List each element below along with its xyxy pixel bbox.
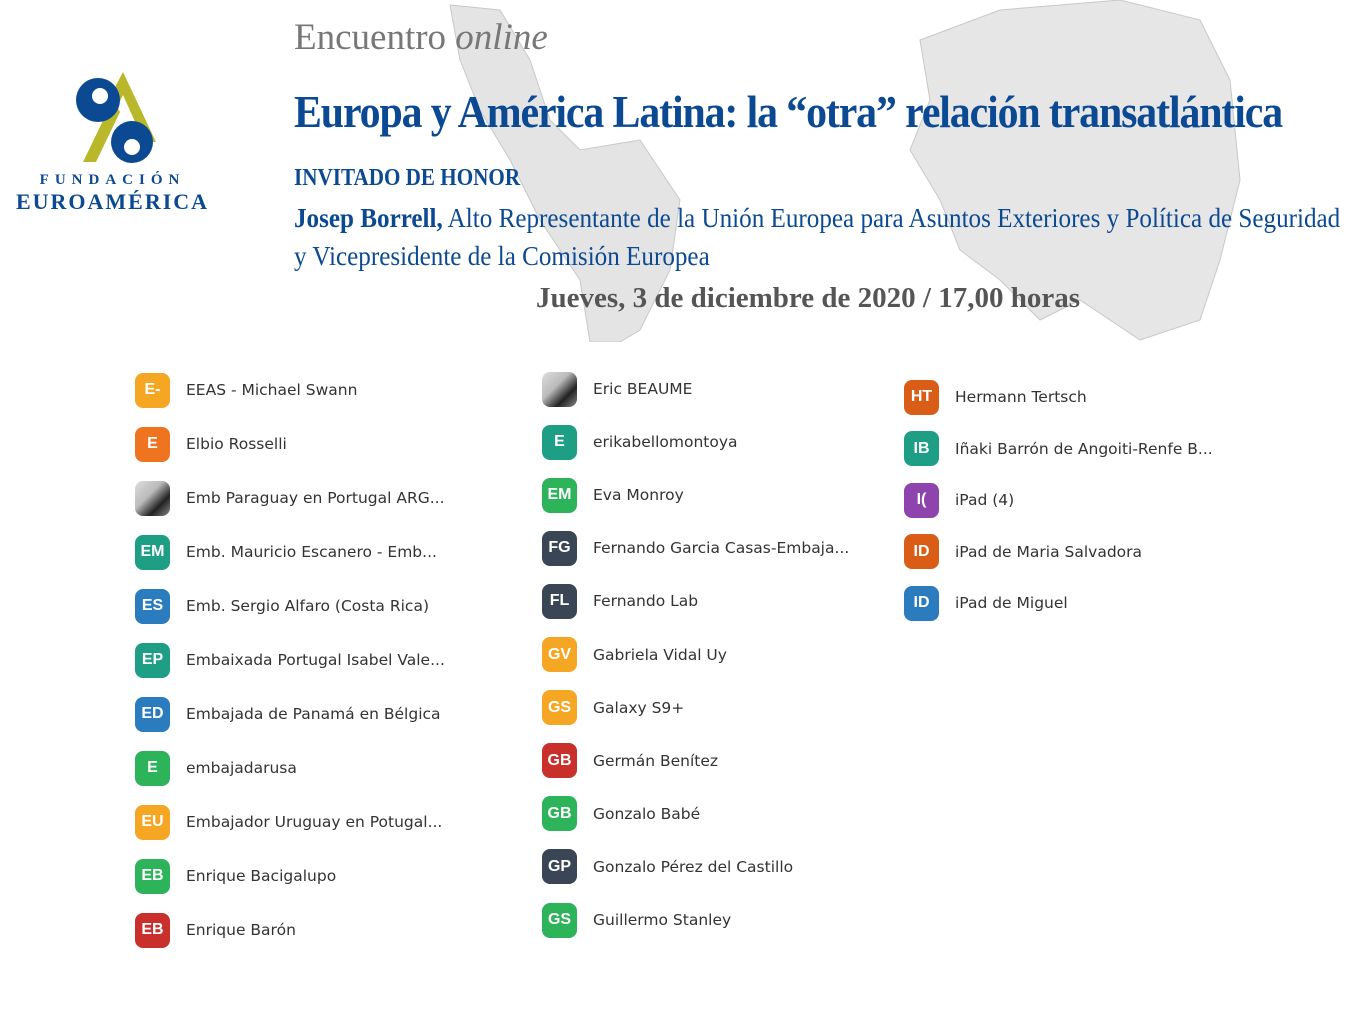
participant-row[interactable]: EP Embaixada Portugal Isabel Vale...: [135, 642, 445, 678]
participant-row[interactable]: ED Embajada de Panamá en Bélgica: [135, 696, 441, 732]
participant-avatar: E: [135, 750, 170, 786]
participant-name: Fernando Lab: [593, 592, 699, 611]
participant-row[interactable]: GS Guillermo Stanley: [542, 902, 731, 938]
participant-row[interactable]: EB Enrique Barón: [135, 912, 296, 948]
participant-avatar: EU: [135, 804, 170, 840]
participant-row[interactable]: FG Fernando Garcia Casas-Embaja...: [542, 530, 849, 566]
participant-row[interactable]: FL Fernando Lab: [542, 583, 698, 619]
participant-row[interactable]: IB Iñaki Barrón de Angoiti-Renfe B...: [904, 431, 1213, 467]
fundacion-euroamerica-logo: FUNDACIÓN EUROAMÉRICA: [10, 70, 215, 215]
page-title: Europa y América Latina: la “otra” relac…: [294, 87, 1283, 137]
participant-name: Emb Paraguay en Portugal ARG...: [186, 489, 445, 507]
participant-name: Embaixada Portugal Isabel Vale...: [186, 651, 445, 669]
participant-avatar: E: [135, 426, 170, 462]
participant-row[interactable]: Eric BEAUME: [542, 371, 692, 407]
guest-description: Josep Borrell, Alto Representante de la …: [294, 203, 1341, 271]
participant-row[interactable]: HT Hermann Tertsch: [904, 379, 1087, 415]
participant-name: erikabellomontoya: [593, 433, 738, 452]
participant-name: iPad de Maria Salvadora: [955, 542, 1143, 561]
participant-avatar: [542, 371, 577, 407]
world-map-background: [449, 0, 1241, 342]
participant-name: Hermann Tertsch: [955, 388, 1087, 406]
participant-row[interactable]: ID iPad de Maria Salvadora: [904, 534, 1142, 570]
participant-avatar: E-: [135, 372, 170, 408]
participant-avatar: GV: [542, 637, 577, 672]
participant-name: Emb. Sergio Alfaro (Costa Rica): [186, 597, 429, 615]
participant-row[interactable]: GS Galaxy S9+: [542, 690, 684, 726]
participant-row[interactable]: GV Gabriela Vidal Uy: [542, 637, 727, 673]
event-type: Encuentro online: [294, 17, 548, 58]
participant-name: EEAS - Michael Swann: [186, 381, 358, 399]
ea-logo-icon: [75, 72, 156, 163]
participant-name: Eric BEAUME: [593, 380, 693, 398]
participant-name: Galaxy S9+: [593, 698, 685, 717]
logo-line2: EUROAMÉRICA: [15, 189, 210, 214]
participant-row[interactable]: E- EEAS - Michael Swann: [135, 372, 357, 408]
participant-avatar: EB: [135, 858, 170, 894]
participant-avatar: ID: [904, 585, 939, 621]
participant-row[interactable]: E Elbio Rosselli: [135, 426, 287, 462]
participant-avatar: EP: [135, 642, 170, 678]
participant-name: Enrique Bacigalupo: [186, 867, 337, 885]
participant-avatar: GP: [542, 849, 577, 885]
participant-name: Gonzalo Pérez del Castillo: [593, 857, 794, 876]
logo-line1: FUNDACIÓN: [39, 172, 186, 188]
participant-name: Iñaki Barrón de Angoiti-Renfe B...: [955, 439, 1213, 458]
participant-row[interactable]: GB Germán Benítez: [542, 743, 718, 779]
participant-row[interactable]: EU Embajador Uruguay en Potugal...: [135, 804, 442, 840]
participant-avatar: ES: [135, 588, 170, 624]
participant-avatar: ID: [904, 534, 939, 569]
participant-avatar: GB: [542, 743, 577, 779]
participant-name: Elbio Rosselli: [186, 435, 287, 453]
participant-row[interactable]: GP Gonzalo Pérez del Castillo: [542, 849, 793, 885]
participant-row[interactable]: EM Eva Monroy: [542, 477, 684, 513]
participant-avatar: GS: [542, 690, 577, 726]
participant-avatar: E: [542, 424, 577, 460]
participant-name: iPad de Miguel: [955, 594, 1068, 612]
participant-name: Fernando Garcia Casas-Embaja...: [593, 539, 850, 558]
participant-name: Guillermo Stanley: [593, 911, 732, 929]
participant-name: Gabriela Vidal Uy: [593, 645, 727, 664]
participant-avatar: GS: [542, 902, 577, 938]
participant-name: embajadarusa: [186, 759, 297, 777]
guest-label: INVITADO DE HONOR: [294, 165, 521, 191]
participant-row[interactable]: EB Enrique Bacigalupo: [135, 858, 336, 894]
event-date: Jueves, 3 de diciembre de 2020 / 17,00 h…: [536, 282, 1080, 314]
participant-avatar: FL: [542, 583, 577, 619]
participant-name: Germán Benítez: [593, 751, 719, 770]
participant-avatar: EM: [135, 534, 170, 570]
participant-row[interactable]: GB Gonzalo Babé: [542, 796, 700, 832]
participant-name: Embajador Uruguay en Potugal...: [186, 813, 443, 831]
participant-avatar: [135, 480, 170, 516]
participant-row[interactable]: ES Emb. Sergio Alfaro (Costa Rica): [135, 588, 429, 624]
participant-name: Emb. Mauricio Escanero - Emb...: [186, 543, 437, 561]
participant-name: Gonzalo Babé: [593, 804, 701, 823]
participant-row[interactable]: I( iPad (4): [904, 482, 1014, 518]
participant-name: Enrique Barón: [186, 921, 296, 939]
participant-row[interactable]: Emb Paraguay en Portugal ARG...: [135, 480, 445, 516]
participant-name: Eva Monroy: [593, 486, 684, 505]
participant-avatar: EM: [542, 477, 577, 513]
participant-name: Embajada de Panamá en Bélgica: [186, 705, 441, 723]
participant-avatar: IB: [904, 431, 939, 466]
participant-row[interactable]: EM Emb. Mauricio Escanero - Emb...: [135, 534, 437, 570]
participant-avatar: GB: [542, 796, 577, 832]
participant-row[interactable]: ID iPad de Miguel: [904, 585, 1068, 621]
participant-avatar: ED: [135, 696, 170, 732]
participant-avatar: HT: [904, 379, 939, 415]
participant-avatar: EB: [135, 912, 170, 948]
participant-avatar: I(: [904, 482, 939, 518]
participant-avatar: FG: [542, 530, 577, 566]
participant-name: iPad (4): [955, 491, 1015, 509]
